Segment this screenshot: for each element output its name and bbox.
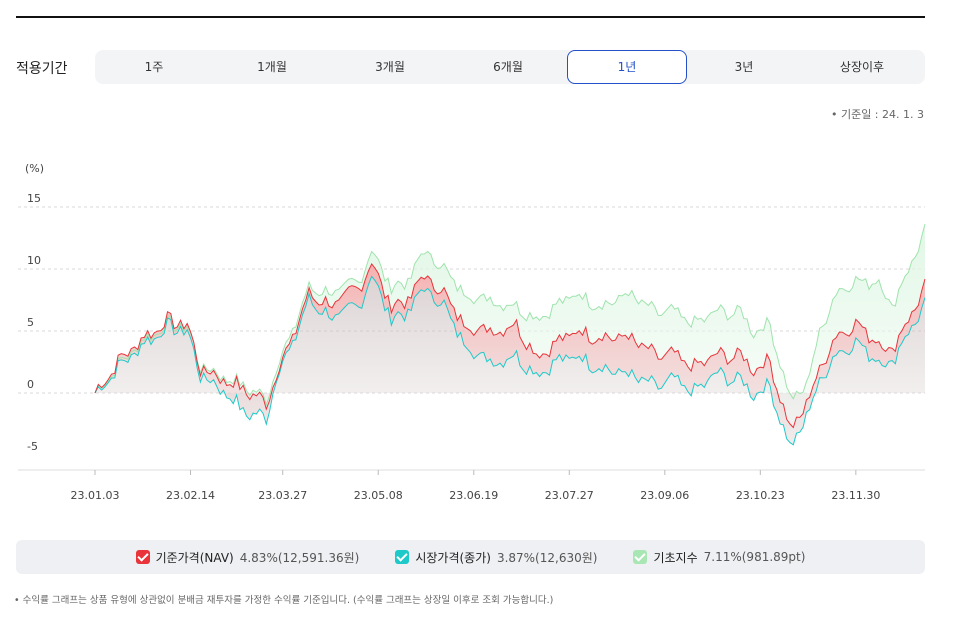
- y-tick-label: 10: [27, 254, 41, 267]
- chart-legend: 기준가격(NAV) 4.83%(12,591.36원) 시장가격(종가) 3.87%(…: [16, 540, 925, 574]
- legend-value: 4.83%(12,591.36원): [239, 550, 360, 565]
- legend-name: 기초지수: [653, 550, 698, 565]
- period-tab-4[interactable]: 1년: [567, 50, 687, 84]
- x-tick-label: 23.10.23: [736, 489, 785, 502]
- y-tick-label: 0: [27, 378, 34, 391]
- checkbox-icon[interactable]: [395, 550, 410, 564]
- period-tab-3[interactable]: 6개월: [493, 60, 523, 74]
- series-line-nav: [94, 263, 926, 429]
- period-tab-0[interactable]: 1주: [144, 60, 164, 74]
- x-tick-label: 23.09.06: [640, 489, 689, 502]
- x-tick-label: 23.06.19: [449, 489, 498, 502]
- return-chart: (%) 15 10 5 0 -5 23.01.03 23.02.14 23.03.27 23.05…: [18, 162, 926, 502]
- legend-item-0[interactable]: 기준가격(NAV) 4.83%(12,591.36원): [135, 549, 360, 566]
- x-tick-label: 23.01.03: [71, 489, 120, 502]
- period-tabs: 1주 1개월 3개월 6개월 1년 3년 상장이후: [95, 50, 925, 84]
- checkbox-icon[interactable]: [135, 550, 150, 564]
- legend-name: 기준가격(NAV): [155, 550, 234, 565]
- legend-value: 3.87%(12,630원): [496, 550, 598, 565]
- index-fill: [95, 224, 925, 428]
- x-tick-label: 23.03.27: [258, 489, 307, 502]
- footnote: • 수익률 그래프는 상품 유형에 상관없이 분배금 재투자를 가정한 수익률 …: [14, 595, 554, 606]
- checkbox-icon[interactable]: [633, 550, 648, 564]
- legend-item-1[interactable]: 시장가격(종가) 3.87%(12,630원): [395, 549, 597, 566]
- series-line-index: [94, 223, 926, 407]
- y-tick-label: 5: [27, 316, 34, 329]
- legend-value: 7.11%(981.89pt): [703, 550, 806, 564]
- period-tab-1[interactable]: 1개월: [257, 60, 287, 74]
- series-line-market: [94, 275, 926, 446]
- period-tab-6[interactable]: 상장이후: [839, 60, 885, 74]
- legend-item-2[interactable]: 기초지수 7.11%(981.89pt): [633, 549, 805, 566]
- top-rule: [16, 16, 925, 18]
- period-label: 적용기간: [16, 61, 68, 77]
- y-tick-label: -5: [27, 440, 38, 453]
- x-tick-label: 23.05.08: [354, 489, 403, 502]
- y-tick-label: 15: [27, 192, 41, 205]
- legend-name: 시장가격(종가): [415, 550, 491, 565]
- base-date: • 기준일 : 24. 1. 3: [830, 108, 924, 121]
- x-tick-label: 23.11.30: [831, 489, 880, 502]
- x-tick-label: 23.07.27: [545, 489, 594, 502]
- period-tab-5[interactable]: 3년: [734, 60, 754, 74]
- y-axis-label: (%): [25, 162, 44, 175]
- market-fill: [95, 276, 925, 445]
- x-tick-label: 23.02.14: [166, 489, 215, 502]
- period-tab-2[interactable]: 3개월: [375, 60, 405, 74]
